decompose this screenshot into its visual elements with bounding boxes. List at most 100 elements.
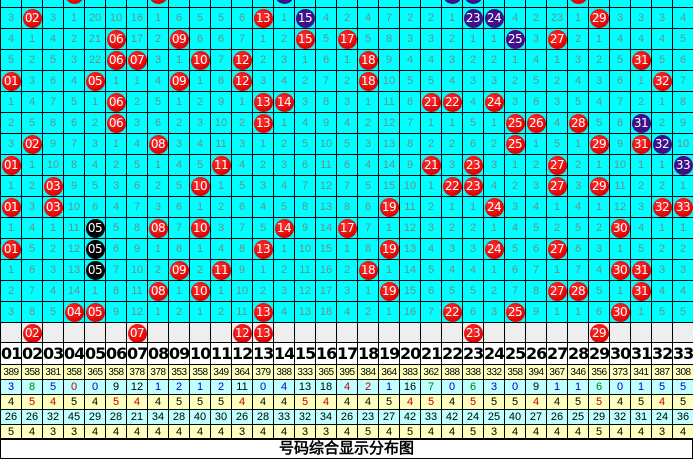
- column-number[interactable]: 16: [315, 342, 337, 365]
- ball-red[interactable]: 10: [190, 281, 210, 301]
- ball-red[interactable]: 08: [148, 281, 168, 301]
- ball-red[interactable]: 31: [631, 50, 651, 70]
- ball-red[interactable]: 30: [610, 260, 630, 280]
- ball-red[interactable]: 10: [190, 50, 210, 70]
- column-number[interactable]: 15: [294, 342, 316, 365]
- ball-predicted[interactable]: 23: [463, 324, 483, 343]
- ball-predicted[interactable]: 07: [127, 324, 147, 343]
- ball-red[interactable]: 01: [1, 197, 21, 217]
- ball-blue[interactable]: 33: [673, 155, 693, 175]
- ball-red[interactable]: 30: [610, 218, 630, 238]
- ball-red[interactable]: 13: [253, 8, 273, 28]
- column-number[interactable]: 10: [189, 342, 211, 365]
- ball-red[interactable]: 14: [274, 92, 294, 112]
- column-number[interactable]: 17: [336, 342, 358, 365]
- column-number[interactable]: 19: [378, 342, 400, 365]
- ball-predicted[interactable]: 13: [253, 324, 273, 343]
- column-number[interactable]: 04: [63, 342, 85, 365]
- ball-black[interactable]: 05: [85, 260, 105, 280]
- ball-red[interactable]: 33: [673, 197, 693, 217]
- column-number[interactable]: 25: [504, 342, 526, 365]
- ball-red[interactable]: 10: [190, 218, 210, 238]
- column-number[interactable]: 08: [147, 342, 169, 365]
- ball-predicted[interactable]: 12: [232, 324, 252, 343]
- ball-red[interactable]: 24: [484, 92, 504, 112]
- ball-blue[interactable]: 23: [463, 8, 483, 28]
- ball-red[interactable]: 02: [22, 134, 42, 154]
- ball-red[interactable]: 22: [442, 176, 462, 196]
- ball-blue[interactable]: 32: [652, 134, 672, 154]
- ball-red[interactable]: 26: [526, 113, 546, 133]
- column-number[interactable]: 32: [651, 342, 673, 365]
- ball-red[interactable]: 03: [43, 197, 63, 217]
- column-number[interactable]: 21: [420, 342, 442, 365]
- column-number[interactable]: 01: [0, 342, 22, 365]
- ball-red[interactable]: 07: [127, 50, 147, 70]
- ball-red[interactable]: 13: [253, 239, 273, 259]
- ball-red[interactable]: 32: [652, 197, 672, 217]
- ball-red[interactable]: 25: [505, 134, 525, 154]
- ball-red[interactable]: 19: [379, 197, 399, 217]
- ball-red[interactable]: 13: [253, 92, 273, 112]
- ball-red[interactable]: 05: [85, 302, 105, 322]
- ball-red[interactable]: 29: [589, 8, 609, 28]
- ball-red[interactable]: 27: [547, 176, 567, 196]
- column-number[interactable]: 24: [483, 342, 505, 365]
- ball-red[interactable]: 17: [337, 218, 357, 238]
- ball-red[interactable]: 27: [547, 239, 567, 259]
- column-number[interactable]: 31: [630, 342, 652, 365]
- ball-red[interactable]: 31: [631, 281, 651, 301]
- ball-red[interactable]: 22: [442, 302, 462, 322]
- ball-red[interactable]: 21: [421, 92, 441, 112]
- ball-red[interactable]: 03: [43, 176, 63, 196]
- ball-red[interactable]: 08: [148, 218, 168, 238]
- ball-red[interactable]: 17: [337, 29, 357, 49]
- column-number[interactable]: 23: [462, 342, 484, 365]
- ball-red[interactable]: 29: [589, 134, 609, 154]
- ball-red[interactable]: 24: [484, 239, 504, 259]
- ball-red[interactable]: 23: [463, 155, 483, 175]
- ball-red[interactable]: 21: [421, 155, 441, 175]
- ball-red[interactable]: 12: [232, 71, 252, 91]
- column-number[interactable]: 07: [126, 342, 148, 365]
- ball-predicted[interactable]: 02: [22, 324, 42, 343]
- ball-blue[interactable]: 24: [484, 8, 504, 28]
- ball-red[interactable]: 28: [568, 113, 588, 133]
- column-number[interactable]: 30: [609, 342, 631, 365]
- ball-red[interactable]: 04: [64, 302, 84, 322]
- ball-red[interactable]: 13: [253, 302, 273, 322]
- ball-blue[interactable]: 15: [295, 8, 315, 28]
- column-number[interactable]: 13: [252, 342, 274, 365]
- column-number[interactable]: 18: [357, 342, 379, 365]
- ball-red[interactable]: 06: [106, 29, 126, 49]
- column-number[interactable]: 26: [525, 342, 547, 365]
- column-number[interactable]: 05: [84, 342, 106, 365]
- ball-red[interactable]: 19: [379, 281, 399, 301]
- ball-red[interactable]: 08: [148, 134, 168, 154]
- ball-predicted[interactable]: 29: [589, 324, 609, 343]
- column-number[interactable]: 29: [588, 342, 610, 365]
- ball-red[interactable]: 27: [547, 281, 567, 301]
- column-number[interactable]: 11: [210, 342, 232, 365]
- ball-red[interactable]: 32: [652, 71, 672, 91]
- ball-red[interactable]: 01: [1, 239, 21, 259]
- ball-red[interactable]: 11: [211, 155, 231, 175]
- ball-red[interactable]: 31: [631, 134, 651, 154]
- ball-red[interactable]: 06: [106, 113, 126, 133]
- column-number[interactable]: 14: [273, 342, 295, 365]
- ball-blue[interactable]: 31: [631, 113, 651, 133]
- ball-red[interactable]: 23: [463, 176, 483, 196]
- ball-red[interactable]: 19: [379, 239, 399, 259]
- ball-red[interactable]: 01: [1, 71, 21, 91]
- ball-red[interactable]: 27: [547, 29, 567, 49]
- column-number[interactable]: 03: [42, 342, 64, 365]
- column-number[interactable]: 28: [567, 342, 589, 365]
- ball-red[interactable]: 09: [169, 29, 189, 49]
- ball-red[interactable]: 25: [505, 302, 525, 322]
- ball-red[interactable]: 18: [358, 50, 378, 70]
- column-number[interactable]: 22: [441, 342, 463, 365]
- column-number[interactable]: 33: [672, 342, 693, 365]
- ball-black[interactable]: 05: [85, 218, 105, 238]
- ball-blue[interactable]: 25: [505, 29, 525, 49]
- ball-black[interactable]: 05: [85, 239, 105, 259]
